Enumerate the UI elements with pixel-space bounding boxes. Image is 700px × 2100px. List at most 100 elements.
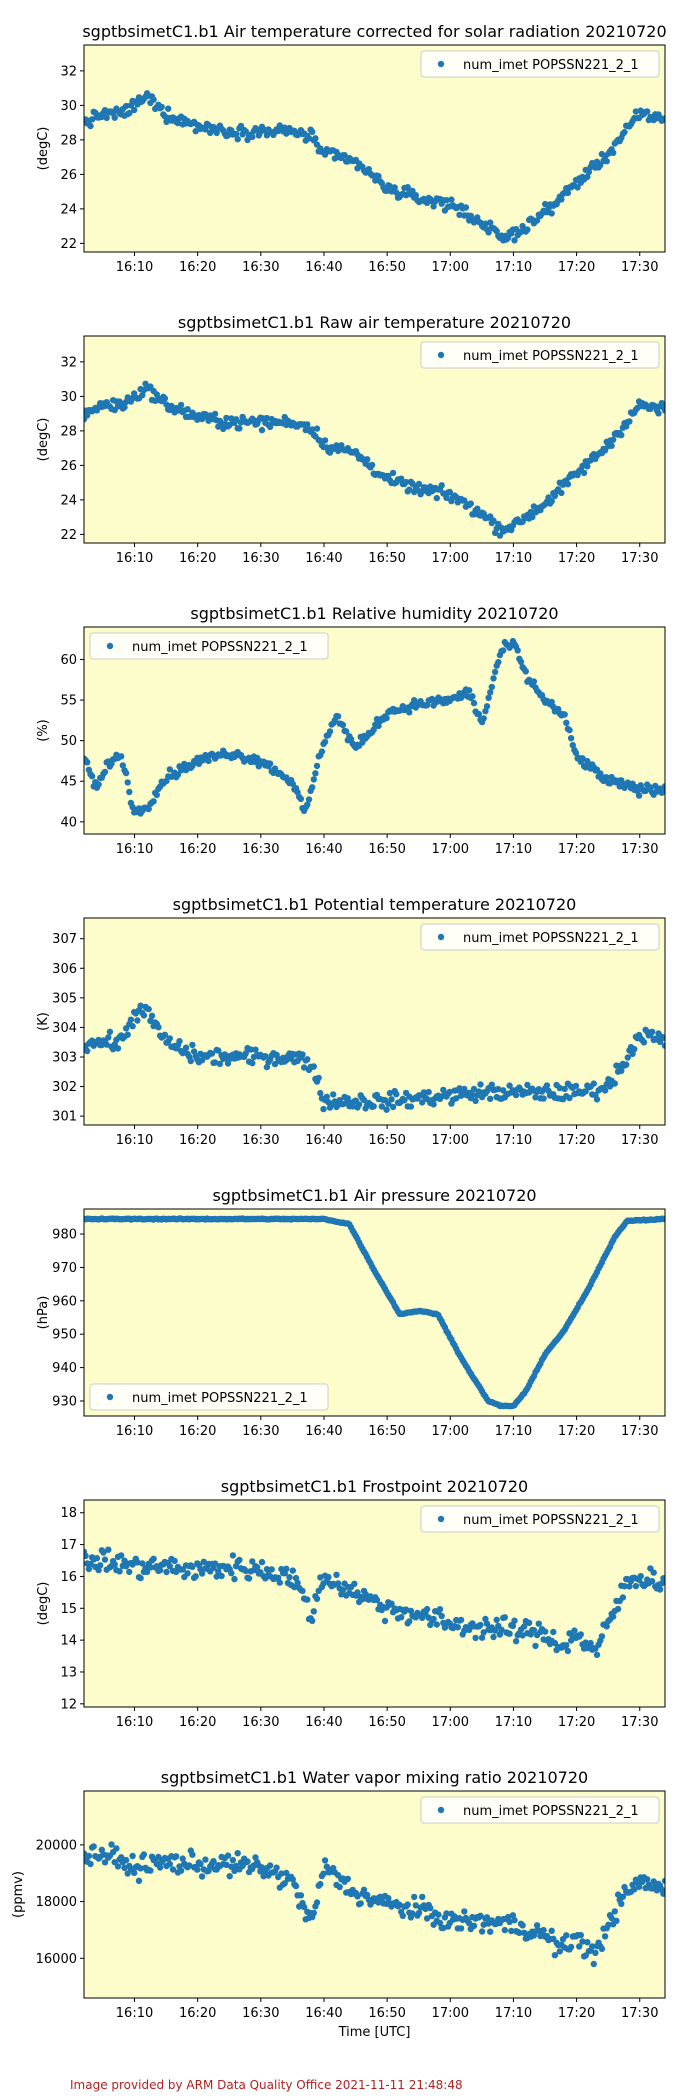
series-points: [84, 1546, 665, 1659]
data-point: [116, 1568, 123, 1575]
data-point: [512, 1091, 520, 1099]
legend-marker: [437, 351, 445, 359]
y-tick-label: 302: [52, 1080, 77, 1095]
data-point: [90, 1843, 97, 1850]
data-point: [88, 773, 96, 780]
x-tick-label: 16:10: [116, 2006, 153, 2021]
data-point: [640, 1039, 648, 1046]
data-point: [137, 1002, 144, 1009]
data-point: [398, 475, 405, 482]
legend-marker: [437, 1806, 445, 1814]
data-point: [603, 158, 610, 165]
data-point: [469, 693, 476, 700]
data-point: [226, 1873, 233, 1880]
data-point: [344, 1095, 351, 1102]
data-point: [310, 1909, 317, 1917]
data-point: [258, 1558, 266, 1566]
data-point: [266, 760, 274, 767]
data-point: [189, 1851, 196, 1858]
data-point: [313, 1899, 321, 1906]
data-point: [129, 1852, 136, 1860]
chart-title: sgptbsimetC1.b1 Air pressure 20210720: [212, 1186, 536, 1205]
data-point: [315, 1074, 322, 1082]
data-point: [626, 1583, 633, 1590]
y-axis-label: (%): [36, 719, 51, 742]
data-point: [563, 1642, 570, 1649]
x-tick-label: 17:30: [621, 1133, 658, 1148]
data-point: [121, 1864, 128, 1872]
data-point: [187, 1057, 194, 1065]
data-point: [488, 1081, 495, 1088]
data-point: [231, 1575, 238, 1583]
data-point: [140, 1012, 148, 1019]
data-point: [585, 168, 593, 176]
data-point: [292, 1882, 300, 1890]
data-point: [661, 115, 665, 122]
data-point: [236, 425, 243, 432]
y-tick-label: 14: [60, 1634, 77, 1649]
data-point: [472, 1097, 479, 1105]
x-tick-label: 16:50: [368, 1715, 405, 1730]
data-point: [388, 1600, 395, 1607]
x-tick-label: 17:30: [621, 1715, 658, 1730]
axes-frame: [83, 1208, 666, 1417]
data-point: [114, 1863, 122, 1870]
data-point: [631, 1045, 638, 1053]
data-point: [93, 1555, 101, 1562]
data-point: [619, 1893, 627, 1900]
data-point: [317, 1089, 324, 1097]
data-point: [286, 1574, 293, 1581]
data-point: [393, 189, 400, 196]
legend-box: [420, 923, 660, 951]
data-point: [618, 1900, 625, 1908]
data-point: [491, 1627, 499, 1634]
data-point: [457, 1616, 465, 1624]
x-tick-label: 16:20: [179, 1133, 216, 1148]
data-point: [461, 1085, 468, 1093]
data-point: [524, 226, 531, 233]
data-point: [215, 1568, 222, 1575]
data-point: [532, 1642, 539, 1650]
data-point: [469, 1091, 476, 1099]
data-point: [508, 1927, 515, 1935]
data-point: [220, 425, 227, 433]
data-point: [171, 1557, 178, 1565]
data-point: [247, 1046, 254, 1053]
data-point: [487, 219, 494, 226]
data-point: [304, 801, 311, 808]
data-point: [551, 1952, 559, 1959]
data-point: [161, 395, 169, 402]
data-point: [218, 1572, 225, 1580]
data-point: [139, 1560, 146, 1567]
data-point: [124, 779, 131, 786]
data-point: [372, 177, 379, 184]
data-point: [436, 1606, 444, 1613]
data-point: [603, 1623, 610, 1630]
data-point: [370, 726, 377, 733]
data-point: [478, 1634, 486, 1641]
data-point: [576, 1943, 583, 1950]
data-point: [166, 766, 173, 773]
data-point: [351, 1580, 358, 1588]
series-points: [84, 380, 665, 539]
data-point: [317, 1880, 324, 1888]
axes-frame: [83, 44, 666, 253]
y-tick-label: 20000: [36, 1838, 77, 1853]
data-point: [156, 1567, 164, 1574]
data-point: [373, 1596, 381, 1604]
data-point: [647, 784, 654, 791]
data-point: [389, 469, 397, 477]
data-point: [506, 1630, 513, 1637]
x-tick-label: 16:50: [368, 1133, 405, 1148]
legend-box: [420, 1796, 660, 1824]
data-point: [511, 1917, 518, 1924]
data-point: [88, 116, 96, 123]
data-point: [87, 1560, 94, 1568]
panel-6: sgptbsimetC1.b1 Frostpoint 20210720 16:10…: [36, 1477, 666, 1730]
data-point: [644, 1876, 651, 1883]
data-point: [425, 1088, 432, 1096]
data-point: [198, 1570, 206, 1577]
data-point: [198, 1873, 206, 1880]
data-point: [122, 102, 130, 110]
data-point: [540, 1926, 547, 1934]
